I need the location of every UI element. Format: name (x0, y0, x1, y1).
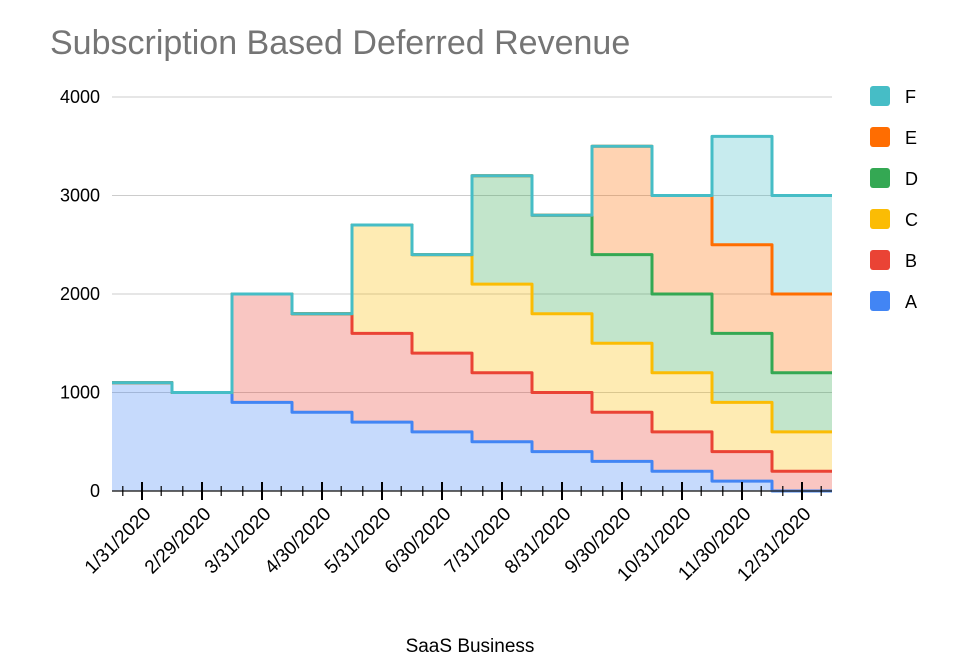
y-tick-label: 2000 (60, 284, 100, 304)
legend-label: B (905, 251, 917, 271)
legend-swatch (870, 291, 890, 311)
y-tick-label: 4000 (60, 87, 100, 107)
legend-item-e[interactable]: E (870, 127, 917, 148)
legend-label: A (905, 292, 917, 312)
series-area-c (112, 225, 832, 472)
legend-item-c[interactable]: C (870, 209, 918, 230)
series-lines (112, 134, 832, 493)
x-axis-ticks: 1/31/20202/29/20203/31/20204/30/20205/31… (81, 504, 816, 586)
series-area-e (112, 146, 832, 393)
legend-swatch (870, 86, 890, 106)
y-tick-label: 0 (90, 481, 100, 501)
legend-label: D (905, 169, 918, 189)
x-axis (112, 482, 832, 500)
legend-swatch (870, 168, 890, 188)
y-tick-label: 1000 (60, 383, 100, 403)
legend-label: E (905, 128, 917, 148)
series-line-f (112, 134, 832, 394)
y-axis-ticks: 0 1000 2000 3000 4000 (60, 87, 100, 501)
legend-item-f[interactable]: F (870, 86, 916, 107)
series-area-f (112, 136, 832, 393)
x-axis-label: SaaS Business (406, 636, 535, 657)
legend[interactable]: F E D C B A (870, 86, 918, 312)
chart-title: Subscription Based Deferred Revenue (50, 24, 630, 62)
legend-label: F (905, 87, 916, 107)
series-area-b (112, 294, 832, 491)
y-tick-label: 3000 (60, 186, 100, 206)
legend-item-a[interactable]: A (870, 291, 917, 312)
legend-swatch (870, 127, 890, 147)
legend-item-b[interactable]: B (870, 250, 917, 271)
legend-item-d[interactable]: D (870, 168, 918, 189)
legend-swatch (870, 209, 890, 229)
series-line-a (112, 381, 832, 493)
legend-label: C (905, 210, 918, 230)
legend-swatch (870, 250, 890, 270)
